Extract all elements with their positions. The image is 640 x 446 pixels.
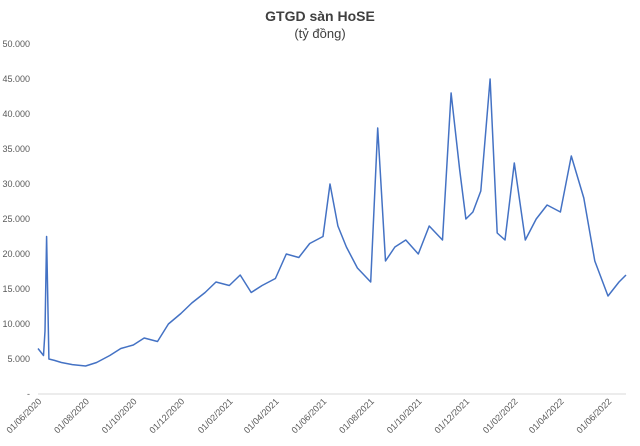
x-tick-label: 01/06/2021 bbox=[290, 396, 329, 435]
y-axis: - 5.000 10.000 15.000 20.000 25.000 30.000 35.0… bbox=[2, 39, 30, 399]
y-tick-label: 45.000 bbox=[2, 74, 30, 84]
x-tick-label: 01/06/2020 bbox=[4, 396, 43, 435]
chart-subtitle: (tỷ đồng) bbox=[294, 26, 346, 41]
y-tick-label: 35.000 bbox=[2, 144, 30, 154]
series-line bbox=[37, 78, 627, 367]
chart-title: GTGD sàn HoSE bbox=[265, 8, 375, 24]
y-tick-label: 50.000 bbox=[2, 39, 30, 49]
x-tick-label: 01/06/2022 bbox=[575, 396, 614, 435]
y-tick-label: 10.000 bbox=[2, 319, 30, 329]
x-tick-label: 01/08/2020 bbox=[52, 396, 91, 435]
x-axis: 01/06/2020 01/08/2020 01/10/2020 01/12/2020… bbox=[4, 396, 613, 435]
x-tick-label: 01/04/2022 bbox=[527, 396, 566, 435]
x-tick-label: 01/10/2021 bbox=[385, 396, 424, 435]
y-tick-label: 20.000 bbox=[2, 249, 30, 259]
x-tick-label: 01/02/2022 bbox=[481, 396, 520, 435]
y-tick-label: 30.000 bbox=[2, 179, 30, 189]
y-tick-label: 5.000 bbox=[7, 354, 30, 364]
x-tick-label: 01/04/2021 bbox=[242, 396, 281, 435]
x-tick-label: 01/08/2021 bbox=[337, 396, 376, 435]
x-tick-label: 01/12/2020 bbox=[147, 396, 186, 435]
x-tick-label: 01/10/2020 bbox=[100, 396, 139, 435]
y-tick-label: - bbox=[27, 389, 30, 399]
x-tick-label: 01/02/2021 bbox=[196, 396, 235, 435]
y-tick-label: 40.000 bbox=[2, 109, 30, 119]
x-tick-label: 01/12/2021 bbox=[432, 396, 471, 435]
series-group bbox=[37, 78, 627, 367]
y-tick-label: 25.000 bbox=[2, 214, 30, 224]
y-tick-label: 15.000 bbox=[2, 284, 30, 294]
